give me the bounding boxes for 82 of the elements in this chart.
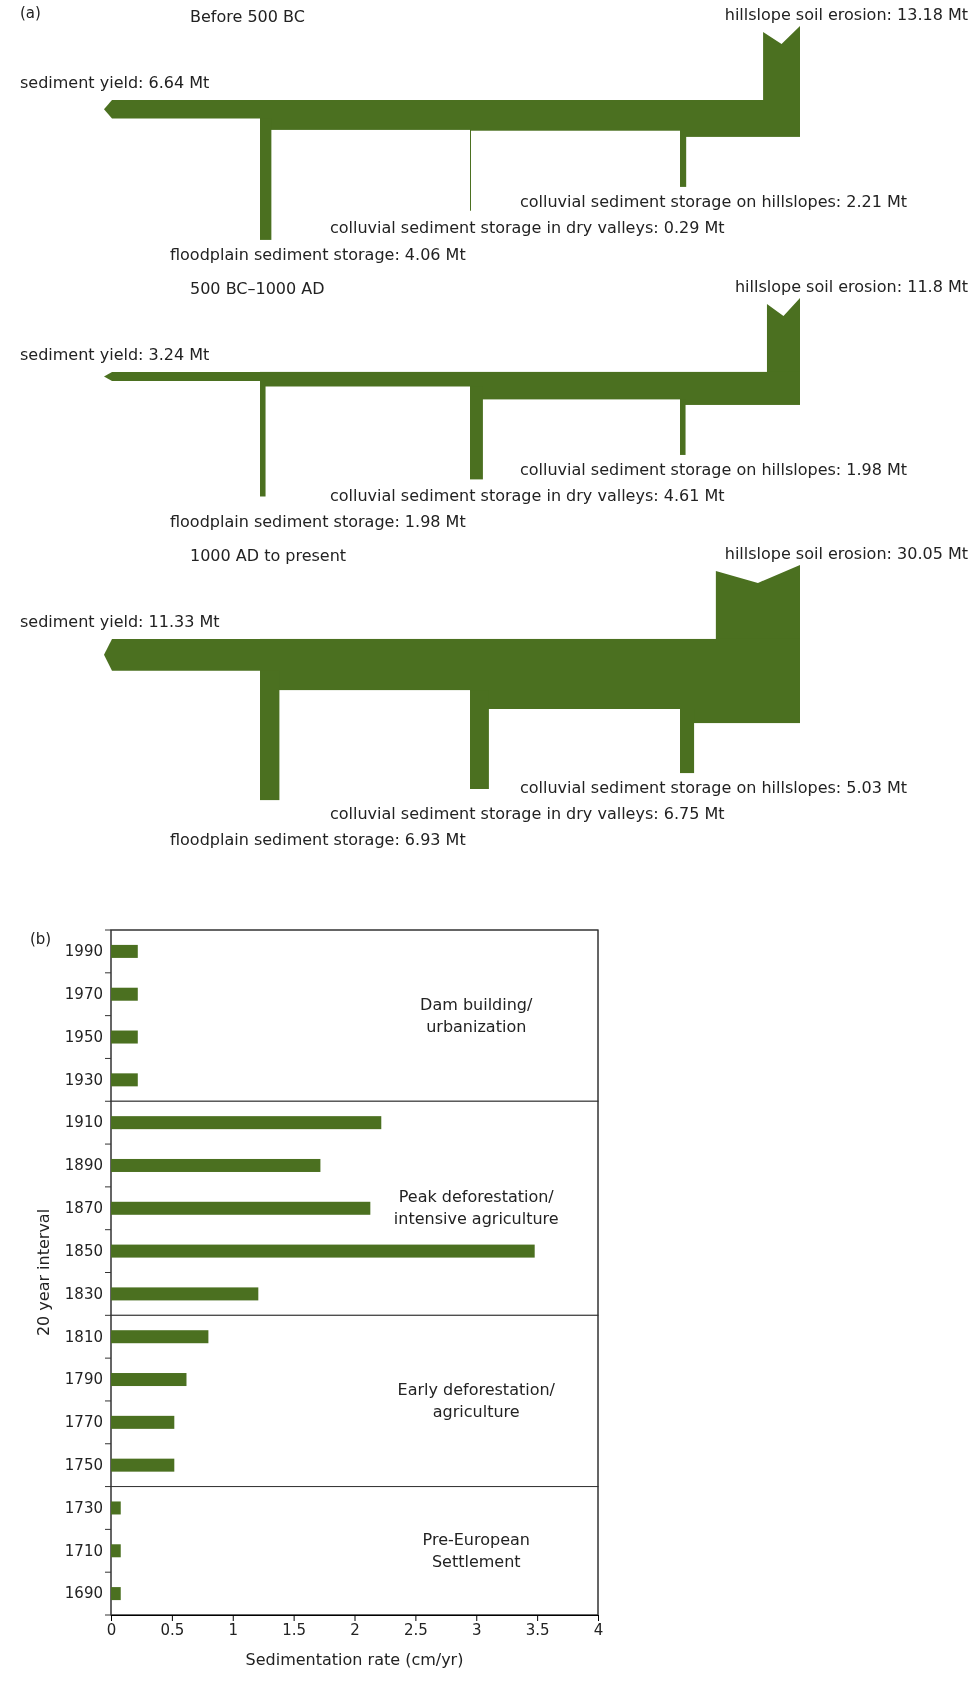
data-label: : 0.29 Mt [653,217,725,237]
category-label: sediment yield [20,611,139,631]
category-label: sediment yield [20,73,139,92]
x-tick-label: 2.5 [403,1620,428,1639]
bar [111,1158,321,1172]
category-label: floodplain sediment storage [170,244,395,264]
x-tick-label: 3.5 [525,1620,550,1639]
x-tick-label: 1 [228,1620,239,1639]
y-tick-label: 1990 [64,942,103,961]
data-label: : 6.64 Mt [138,73,210,92]
data-label: : 6.93 Mt [394,830,466,850]
x-tick-label: 3 [471,1620,482,1639]
text: (b) [30,930,52,948]
x-tick-label: 2 [350,1620,360,1639]
y-tick-label: 1970 [64,985,103,1004]
bar [111,1501,121,1515]
bar [111,1373,187,1387]
text: 500 BC–1000 AD [190,278,325,298]
data-label: : 4.61 Mt [653,485,725,505]
bar [111,1415,175,1429]
category-label: colluvial sediment storage in dry valleys [330,217,654,237]
bar [111,1030,138,1044]
category-label: colluvial sediment storage in dry valleys [330,485,654,505]
data-label: : 4.06 Mt [394,244,466,264]
data-label: : 11.8 Mt [896,276,968,296]
category-label: hillslope soil erosion [724,543,887,563]
y-tick-label: 1910 [64,1113,103,1132]
y-tick-label: 1770 [64,1413,103,1432]
category-label: sediment yield [20,344,139,364]
text: 1000 AD to present [190,545,347,565]
y-tick-label: 1730 [64,1498,103,1517]
y-tick-label: 1790 [64,1370,103,1389]
y-tick-label: 1890 [64,1156,103,1175]
x-tick-label: 0 [106,1620,117,1639]
data-label: : 1.98 Mt [835,459,908,479]
category-label: colluvial sediment storage on hillslopes [520,191,836,211]
text: Before 500 BC [190,7,305,26]
data-label: : 11.33 Mt [138,611,220,631]
y-tick-label: 1810 [64,1327,103,1346]
data-label: : 2.21 Mt [835,191,908,211]
y-tick-label: 1850 [64,1241,103,1260]
bar [111,1287,259,1301]
category-label: colluvial sediment storage in dry valleys [330,804,654,824]
data-label: : 13.18 Mt [886,5,968,24]
x-tick-label: 0.5 [160,1620,185,1639]
bar [111,1587,121,1601]
category-label: hillslope soil erosion [724,5,887,24]
bar [111,1458,175,1472]
category-label: colluvial sediment storage on hillslopes [520,778,836,798]
y-tick-label: 1930 [64,1070,103,1089]
x-axis-title: Sedimentation rate (cm/yr) [245,1650,464,1669]
y-tick-label: 1710 [64,1541,103,1560]
band-label: Early deforestation/ agriculture [397,1379,556,1421]
category-label: floodplain sediment storage [170,830,395,850]
x-tick-label: 1.5 [282,1620,307,1639]
data-label: : 3.24 Mt [138,344,210,364]
category-label: hillslope soil erosion [734,276,897,296]
bar [111,1244,535,1258]
band-label: Pre-European Settlement [422,1529,530,1571]
bar [111,1544,121,1558]
y-tick-label: 1750 [64,1455,103,1474]
data-label: : 6.75 Mt [653,804,725,824]
category-label: colluvial sediment storage on hillslopes [520,459,836,479]
bar [111,987,138,1001]
text: (a) [20,4,41,22]
bar [111,1330,209,1344]
y-axis-title: 20 year interval [34,1208,53,1337]
category-label: floodplain sediment storage [170,511,395,531]
y-tick-label: 1690 [64,1584,103,1603]
band-label: Dam building/ urbanization [420,994,533,1036]
y-tick-label: 1830 [64,1284,103,1303]
data-label: : 30.05 Mt [886,543,968,563]
band-label: Peak deforestation/ intensive agriculture [393,1187,559,1229]
bar [111,944,138,958]
data-label: : 1.98 Mt [394,511,466,531]
bar [111,1116,382,1130]
bar [111,1073,138,1087]
x-tick-label: 4 [593,1620,604,1639]
bar [111,1201,371,1215]
y-tick-label: 1950 [64,1027,103,1046]
data-label: : 5.03 Mt [835,778,908,798]
y-tick-label: 1870 [64,1199,103,1218]
